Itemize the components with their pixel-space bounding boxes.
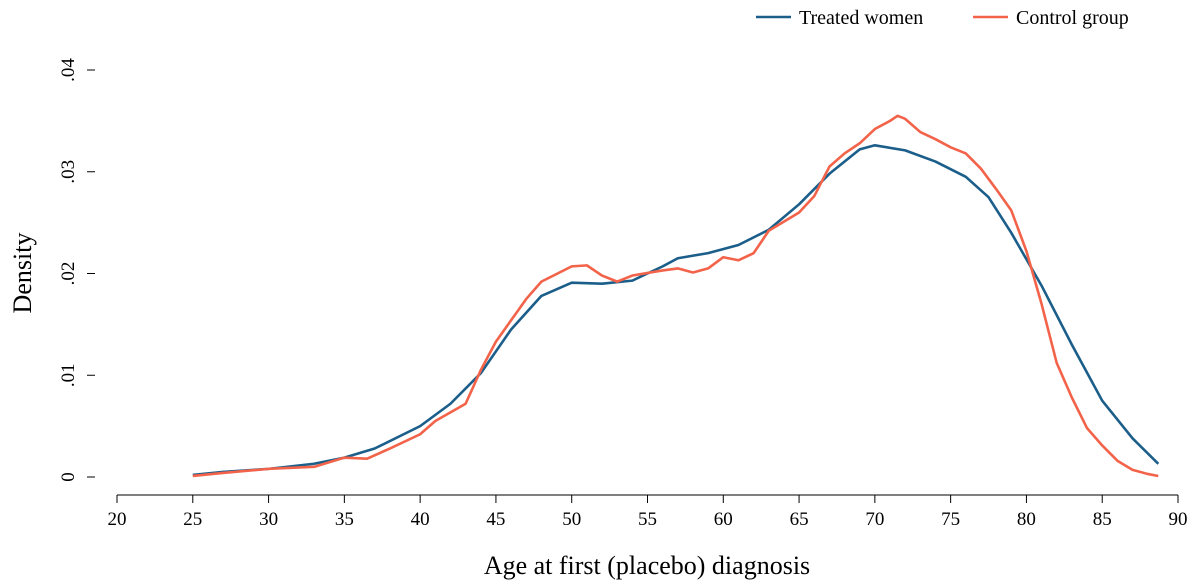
y-tick-label: .04 bbox=[58, 58, 79, 82]
x-tick-label: 80 bbox=[1017, 509, 1036, 530]
x-tick-label: 70 bbox=[865, 509, 884, 530]
y-tick-label: .02 bbox=[58, 262, 79, 286]
x-tick-label: 50 bbox=[562, 509, 581, 530]
x-tick-label: 60 bbox=[714, 509, 733, 530]
x-tick-label: 65 bbox=[790, 509, 809, 530]
legend-label: Control group bbox=[1016, 7, 1129, 29]
y-tick-label: .03 bbox=[58, 160, 79, 184]
legend-label: Treated women bbox=[799, 7, 923, 29]
x-tick-label: 85 bbox=[1093, 509, 1112, 530]
x-tick-label: 55 bbox=[638, 509, 657, 530]
x-tick-label: 35 bbox=[335, 509, 354, 530]
line-series bbox=[192, 114, 1159, 478]
x-tick-label: 30 bbox=[259, 509, 278, 530]
x-tick-label: 45 bbox=[486, 509, 505, 530]
x-tick-label: 40 bbox=[411, 509, 430, 530]
y-axis-label: Density bbox=[8, 233, 37, 314]
x-tick-label: 25 bbox=[183, 509, 202, 530]
y-tick-label: 0 bbox=[58, 472, 79, 482]
x-tick-label: 90 bbox=[1169, 509, 1188, 530]
x-tick-label: 75 bbox=[941, 509, 960, 530]
x-axis-label: Age at first (placebo) diagnosis bbox=[484, 551, 810, 580]
x-tick-label: 20 bbox=[108, 509, 127, 530]
line-series bbox=[192, 144, 1160, 477]
y-tick-label: .01 bbox=[58, 363, 79, 387]
